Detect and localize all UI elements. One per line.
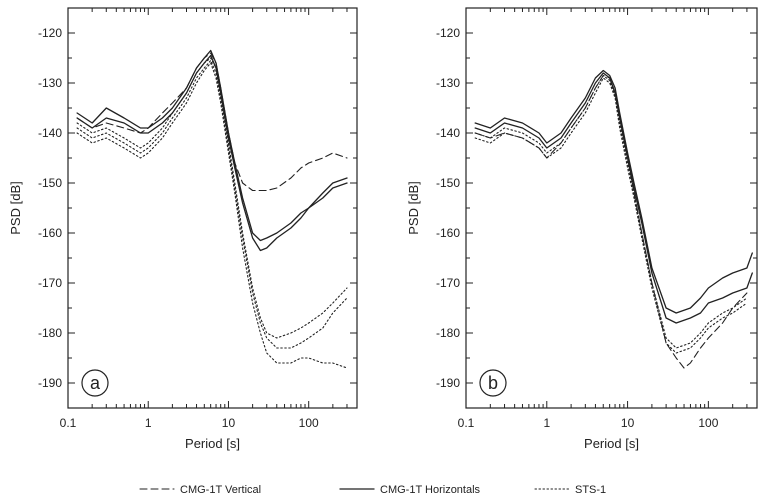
y-tick-label: -190 bbox=[38, 376, 62, 390]
series-line-dashed-0 bbox=[474, 74, 748, 369]
y-tick-label: -170 bbox=[436, 276, 460, 290]
x-tick-label: 100 bbox=[698, 416, 718, 430]
panel-label-circle bbox=[479, 369, 507, 397]
legend-label: CMG-1T Vertical bbox=[180, 484, 261, 496]
legend: CMG-1T Vertical CMG-1T Horizontals STS-1 bbox=[139, 484, 606, 496]
y-tick-label: -130 bbox=[436, 76, 460, 90]
y-tick-label: -170 bbox=[38, 276, 62, 290]
legend-label: STS-1 bbox=[575, 484, 606, 496]
y-tick-label: -180 bbox=[38, 326, 62, 340]
x-axis-label: Period [s] bbox=[584, 436, 639, 451]
series-line-dotted-4 bbox=[474, 77, 748, 354]
y-axis-label: PSD [dB] bbox=[8, 181, 23, 234]
y-axis-label: PSD [dB] bbox=[406, 181, 421, 234]
panel-label-circle bbox=[81, 369, 109, 397]
series-line-solid-2 bbox=[474, 72, 753, 324]
y-tick-label: -130 bbox=[38, 76, 62, 90]
y-tick-label: -160 bbox=[436, 226, 460, 240]
x-tick-label: 0.1 bbox=[60, 416, 77, 430]
x-tick-label: 10 bbox=[222, 416, 236, 430]
series-line-dotted-5 bbox=[76, 62, 348, 369]
y-tick-label: -120 bbox=[436, 26, 460, 40]
y-tick-label: -160 bbox=[38, 226, 62, 240]
y-tick-label: -150 bbox=[38, 176, 62, 190]
series-line-solid-1 bbox=[76, 49, 348, 242]
x-axis-label: Period [s] bbox=[185, 436, 240, 451]
series-line-dotted-4 bbox=[76, 59, 348, 349]
x-tick-label: 0.1 bbox=[458, 416, 475, 430]
x-tick-label: 1 bbox=[145, 416, 152, 430]
y-tick-label: -120 bbox=[38, 26, 62, 40]
y-tick-label: -150 bbox=[436, 176, 460, 190]
panel-b: 0.1 1 10 100 -120 -130 -140 -150 -160 -170 -180 -19… bbox=[406, 7, 758, 451]
y-tick-label: -180 bbox=[436, 326, 460, 340]
panel-label: b bbox=[488, 373, 498, 393]
y-tick-label: -140 bbox=[436, 126, 460, 140]
y-tick-label: -190 bbox=[436, 376, 460, 390]
panel-label: a bbox=[90, 373, 101, 393]
legend-label: CMG-1T Horizontals bbox=[380, 484, 481, 496]
x-tick-label: 10 bbox=[621, 416, 635, 430]
plot-frame bbox=[465, 7, 758, 409]
x-tick-label: 100 bbox=[299, 416, 319, 430]
series-line-dotted-3 bbox=[474, 74, 748, 349]
series-line-dotted-3 bbox=[76, 57, 348, 339]
x-tick-label: 1 bbox=[543, 416, 550, 430]
series-line-solid-1 bbox=[474, 69, 753, 314]
y-tick-label: -140 bbox=[38, 126, 62, 140]
series-line-solid-2 bbox=[76, 54, 348, 252]
panel-a: 0.1 1 10 100 -120 -130 -140 -150 -160 -170 -180 -19… bbox=[8, 7, 358, 451]
